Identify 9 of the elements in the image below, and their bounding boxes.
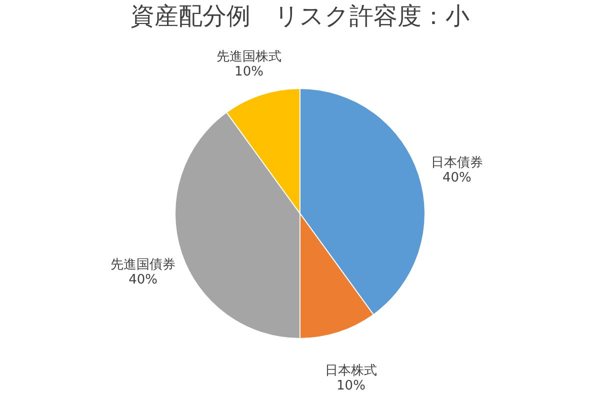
slice-label: 先進国債券 [110,257,176,272]
slice-label: 日本株式 [324,363,377,378]
data-label: 40% [128,272,158,288]
data-label: 10% [234,64,264,80]
slice-label: 日本債券 [430,156,483,171]
slice-label: 先進国株式 [216,50,282,65]
data-label: 40% [442,170,472,186]
data-label: 10% [336,378,366,394]
chart-title: 資産配分例 リスク許容度：小 [130,2,470,30]
